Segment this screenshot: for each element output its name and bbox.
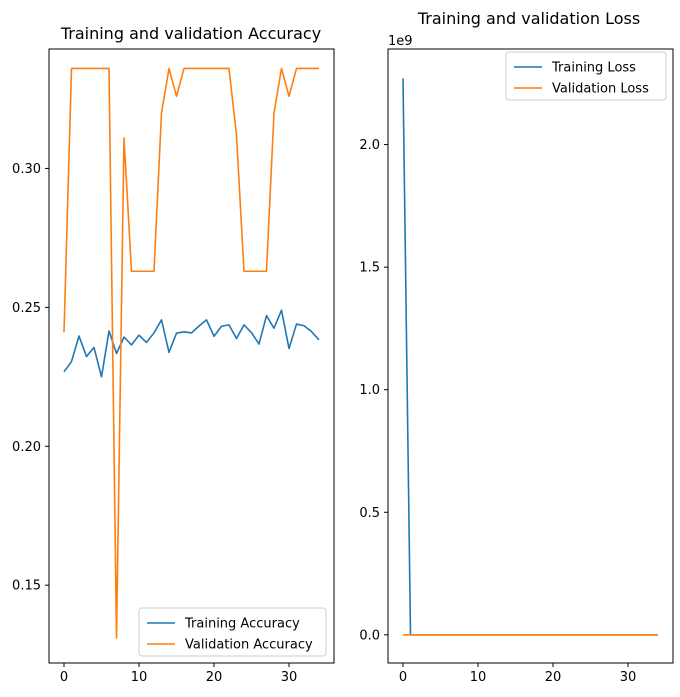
accuracy-plot-frame — [48, 48, 335, 664]
loss-lines — [402, 78, 658, 636]
x-tick-label: 20 — [206, 670, 223, 685]
legend-label: Training Loss — [551, 61, 636, 76]
y-tick-label: 0.25 — [12, 301, 41, 316]
accuracy-chart: Training and validation Accuracy 0 10 20 30… — [12, 24, 335, 685]
loss-plot-frame — [387, 48, 674, 664]
loss-chart: Training and validation Loss 1e9 0 10 20 30… — [359, 9, 674, 685]
legend-box — [138, 607, 327, 657]
loss-chart-title: Training and validation Loss — [417, 9, 640, 28]
accuracy-lines — [63, 67, 320, 639]
legend-box — [505, 51, 667, 101]
x-tick-label: 0 — [399, 670, 407, 685]
accuracy-chart-title: Training and validation Accuracy — [60, 24, 321, 43]
accuracy-ticks: 0 10 20 30 0.15 0.20 0.25 0.30 — [12, 162, 297, 685]
accuracy-legend: Training Accuracy Validation Accuracy — [138, 607, 327, 657]
legend-label: Validation Accuracy — [185, 638, 313, 653]
x-tick-label: 10 — [470, 670, 487, 685]
loss-legend: Training Loss Validation Loss — [505, 51, 667, 101]
y-tick-label: 0.0 — [359, 628, 380, 643]
x-tick-label: 30 — [620, 670, 637, 685]
x-tick-label: 20 — [545, 670, 562, 685]
legend-label: Training Accuracy — [184, 617, 300, 632]
x-tick-label: 30 — [281, 670, 298, 685]
series-line-2 — [63, 67, 319, 639]
y-tick-label: 0.5 — [359, 506, 380, 521]
y-tick-label: 0.30 — [12, 162, 41, 177]
y-tick-label: 0.15 — [12, 579, 41, 594]
y-tick-label: 0.20 — [12, 440, 41, 455]
x-tick-label: 0 — [60, 670, 68, 685]
loss-ticks: 0 10 20 30 0.0 0.5 1.0 1.5 2.0 — [359, 138, 636, 685]
y-tick-label: 1.5 — [359, 261, 380, 276]
y-tick-label: 2.0 — [359, 138, 380, 153]
legend-label: Validation Loss — [552, 82, 649, 97]
x-tick-label: 10 — [131, 670, 148, 685]
loss-offset-text: 1e9 — [388, 34, 413, 49]
series-line-1 — [63, 309, 320, 378]
y-tick-label: 1.0 — [359, 383, 380, 398]
